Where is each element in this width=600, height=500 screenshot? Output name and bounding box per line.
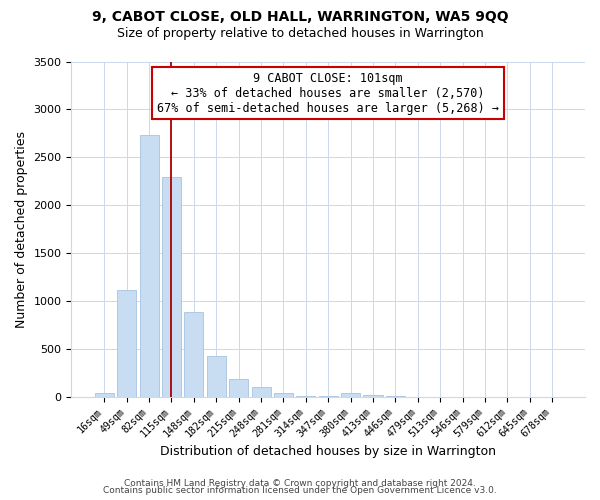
Text: 9 CABOT CLOSE: 101sqm
← 33% of detached houses are smaller (2,570)
67% of semi-d: 9 CABOT CLOSE: 101sqm ← 33% of detached …: [157, 72, 499, 114]
Bar: [274, 393, 293, 396]
Bar: [229, 379, 248, 396]
X-axis label: Distribution of detached houses by size in Warrington: Distribution of detached houses by size …: [160, 444, 496, 458]
Text: Contains public sector information licensed under the Open Government Licence v3: Contains public sector information licen…: [103, 486, 497, 495]
Bar: [162, 178, 181, 396]
Bar: [117, 290, 136, 397]
Y-axis label: Number of detached properties: Number of detached properties: [15, 130, 28, 328]
Bar: [207, 356, 226, 397]
Bar: [140, 135, 158, 396]
Bar: [251, 387, 271, 396]
Text: Contains HM Land Registry data © Crown copyright and database right 2024.: Contains HM Land Registry data © Crown c…: [124, 478, 476, 488]
Bar: [364, 395, 383, 396]
Bar: [341, 393, 360, 396]
Bar: [184, 312, 203, 396]
Text: 9, CABOT CLOSE, OLD HALL, WARRINGTON, WA5 9QQ: 9, CABOT CLOSE, OLD HALL, WARRINGTON, WA…: [92, 10, 508, 24]
Text: Size of property relative to detached houses in Warrington: Size of property relative to detached ho…: [116, 28, 484, 40]
Bar: [95, 393, 114, 396]
